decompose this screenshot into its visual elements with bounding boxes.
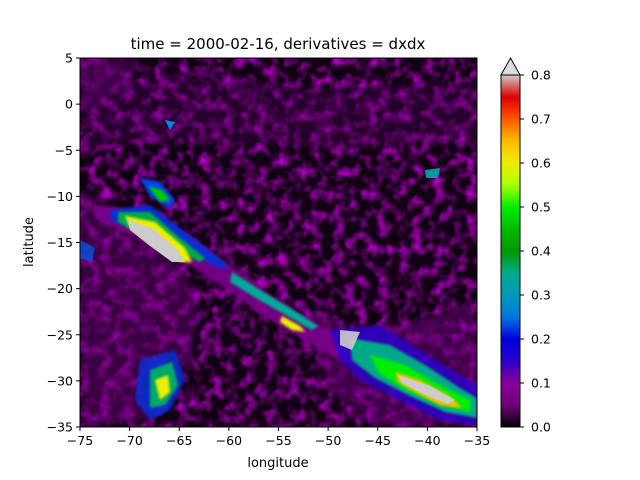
y-tick-label: −35 <box>47 420 73 435</box>
y-tick-label: −20 <box>47 281 73 296</box>
x-tick-label: −35 <box>464 433 490 448</box>
colorbar-gradient <box>501 75 520 427</box>
x-axis-ticks: −75 −70 −65 −60 −55 −50 −45 −40 −35 <box>67 427 490 448</box>
colorbar-tick-label: 0.2 <box>531 332 551 347</box>
colorbar-tick-label: 0.1 <box>531 376 551 391</box>
colorbar-tick-label: 0.6 <box>531 156 551 171</box>
chart-title: time = 2000-02-16, derivatives = dxdx <box>131 35 426 53</box>
colorbar-tick-label: 0.0 <box>531 420 551 435</box>
x-tick-label: −60 <box>216 433 242 448</box>
colorbar-tick-label: 0.3 <box>531 288 551 303</box>
y-tick-label: −30 <box>47 373 73 388</box>
y-axis-label: latitude <box>22 217 37 267</box>
colorbar-tick-label: 0.7 <box>531 112 551 127</box>
colorbar-ticks: 0.0 0.1 0.2 0.3 0.4 0.5 0.6 0.7 0.8 <box>520 68 551 435</box>
x-tick-label: −50 <box>315 433 341 448</box>
colorbar-extend-arrow <box>500 56 521 76</box>
y-tick-label: −5 <box>55 143 73 158</box>
x-tick-label: −40 <box>414 433 440 448</box>
x-tick-label: −65 <box>166 433 192 448</box>
y-tick-label: 5 <box>65 51 73 66</box>
y-tick-label: 0 <box>65 97 73 112</box>
y-tick-label: −15 <box>47 235 73 250</box>
colorbar-tick-label: 0.5 <box>531 200 551 215</box>
colorbar-tick-label: 0.8 <box>531 68 551 83</box>
y-tick-label: −25 <box>47 327 73 342</box>
colorbar-tick-label: 0.4 <box>531 244 551 259</box>
y-axis-ticks: 5 0 −5 −10 −15 −20 −25 −30 −35 <box>47 51 80 435</box>
y-tick-label: −10 <box>47 189 73 204</box>
x-tick-label: −70 <box>116 433 142 448</box>
x-tick-label: −55 <box>265 433 291 448</box>
x-tick-label: −75 <box>67 433 93 448</box>
x-tick-label: −45 <box>365 433 391 448</box>
x-axis-label: longitude <box>247 456 308 471</box>
colorbar: 0.0 0.1 0.2 0.3 0.4 0.5 0.6 0.7 0.8 <box>500 56 551 435</box>
heatmap-field <box>80 58 477 427</box>
